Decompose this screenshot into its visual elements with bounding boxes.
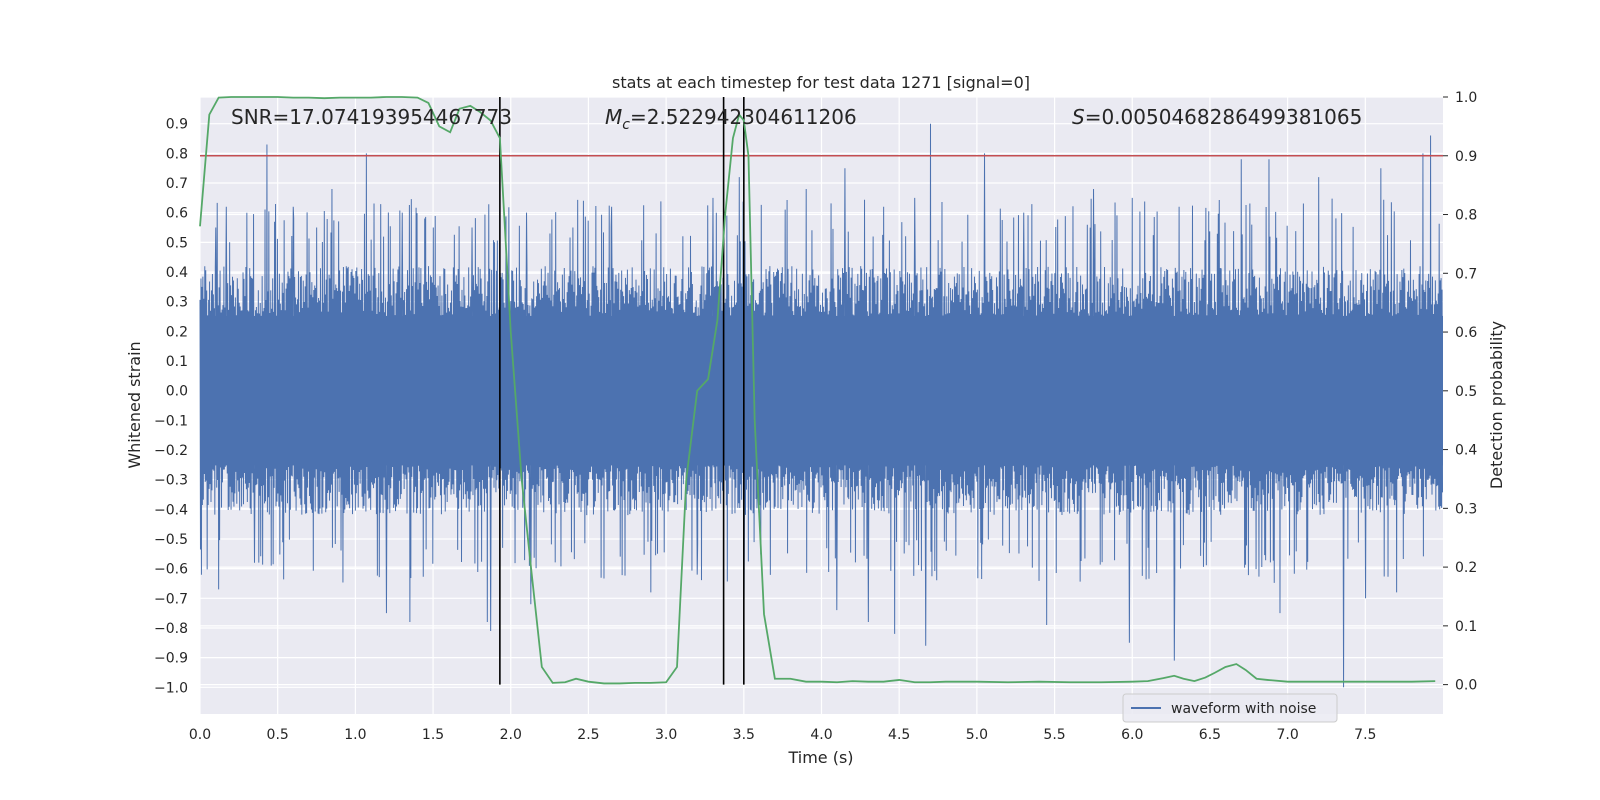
x-tick-label: 4.0 [810,727,832,743]
s-annotation: S=0.0050468286499381065 [1072,105,1362,129]
series-detection-probability [199,96,1436,685]
y-tick-label: 0.0 [166,384,188,400]
chirp-mass-subscript: c [622,117,630,133]
right-y-tick-label: 0.3 [1455,501,1477,517]
x-tick-label: 5.0 [966,727,988,743]
y-tick-label: −0.5 [154,532,188,548]
legend: waveform with noise [1122,693,1338,723]
x-tick-label: 7.0 [1276,727,1298,743]
chirp-mass-value: =2.522942304611206 [630,105,857,129]
x-tick-label: 6.5 [1199,727,1221,743]
right-y-tick-label: 0.8 [1455,208,1477,224]
s-symbol: S [1072,105,1085,129]
y-tick-label: 0.7 [166,176,188,192]
y-tick-label: 0.2 [166,324,188,340]
legend-label: waveform with noise [1171,701,1316,717]
left-y-tick-labels: 0.9 0.8 0.7 0.6 0.5 0.4 0.3 0.2 0.1 0.0 −0.1 −0.2 −0… [154,117,188,697]
x-tick-label: 2.0 [500,727,522,743]
y-tick-label: −0.7 [154,591,188,607]
vertical-markers [499,97,745,685]
y-tick-label: 0.4 [166,265,188,281]
right-y-tick-label: 0.0 [1455,678,1477,694]
y-tick-label: 0.5 [166,235,188,251]
left-y-axis-label: Whitened strain [125,341,144,468]
x-tick-label: 6.0 [1121,727,1143,743]
right-y-tick-label: 0.4 [1455,443,1477,459]
chirp-mass-annotation: Mc=2.522942304611206 [605,105,857,133]
x-tick-label: 7.5 [1354,727,1376,743]
y-tick-label: 0.9 [166,117,188,133]
y-tick-label: −0.4 [154,502,188,518]
snr-annotation: SNR=17.074193954467773 [231,105,512,129]
legend-box [1122,693,1338,723]
y-tick-label: −0.9 [154,651,188,667]
x-tick-label: 4.5 [888,727,910,743]
right-y-tick-label: 0.7 [1455,266,1477,282]
right-y-tick-label: 0.5 [1455,384,1477,400]
right-y-tick-label: 0.9 [1455,149,1477,165]
y-tick-label: 0.8 [166,146,188,162]
right-y-tick-label: 0.1 [1455,619,1477,635]
x-tick-label: 3.0 [655,727,677,743]
y-tick-label: −0.1 [154,413,188,429]
y-tick-label: −0.2 [154,443,188,459]
x-tick-label: 0.0 [189,727,211,743]
x-tick-label: 0.5 [267,727,289,743]
strain-dense-core [200,315,1443,466]
y-tick-label: −0.6 [154,562,188,578]
s-value: =0.0050468286499381065 [1085,105,1363,129]
x-tick-label: 5.5 [1043,727,1065,743]
x-tick-label: 1.0 [344,727,366,743]
x-tick-labels: 0.0 0.5 1.0 1.5 2.0 2.5 3.0 3.5 4.0 4.5 5.0 5.5 6.0 6… [189,727,1377,743]
y-tick-label: −1.0 [154,680,188,696]
y-tick-label: −0.8 [154,621,188,637]
right-y-tick-label: 0.6 [1455,325,1477,341]
y-tick-label: 0.3 [166,295,188,311]
right-y-tick-label: 0.2 [1455,560,1477,576]
y-tick-label: 0.1 [166,354,188,370]
right-y-tick-labels: 1.0 0.9 0.8 0.7 0.6 0.5 0.4 0.3 0.2 0.1 0.0 [1455,90,1477,694]
x-tick-label: 3.5 [733,727,755,743]
chirp-mass-symbol: M [605,105,622,129]
y-tick-label: 0.6 [166,206,188,222]
x-tick-label: 1.5 [422,727,444,743]
x-tick-label: 2.5 [577,727,599,743]
right-y-tick-label: 1.0 [1455,90,1477,106]
chart-title: stats at each timestep for test data 127… [612,73,1030,92]
y-tick-label: −0.3 [154,473,188,489]
right-y-axis-label: Detection probability [1487,321,1506,489]
series-waveform-with-noise [199,123,1444,688]
x-axis-label: Time (s) [787,748,853,767]
